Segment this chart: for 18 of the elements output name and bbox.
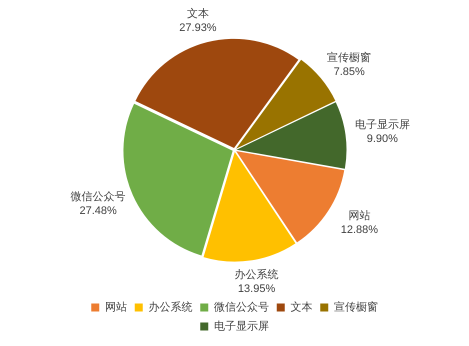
data-label: 13.95% (238, 282, 276, 295)
data-label: 12.88% (340, 224, 378, 236)
legend-label: 网站 (104, 300, 127, 314)
legend-label: 办公系统 (148, 300, 192, 314)
legend-label: 文本 (290, 300, 312, 314)
slice-label: 宣传橱窗 (327, 50, 372, 64)
legend-label: 宣传橱窗 (334, 300, 378, 314)
data-label: 27.93% (179, 22, 217, 34)
data-label: 7.85% (334, 66, 365, 78)
data-label: 27.48% (79, 205, 117, 218)
data-label: 9.90% (366, 132, 398, 145)
legend-label: 电子显示屏 (214, 320, 269, 333)
slice-label: 微信公众号 (70, 191, 126, 204)
slice-label: 办公系统 (234, 268, 279, 281)
slice-label: 电子显示屏 (354, 118, 410, 131)
slice-label: 网站 (348, 208, 370, 222)
legend-label: 微信公众号 (214, 302, 269, 314)
slice-label: 文本 (186, 6, 209, 20)
